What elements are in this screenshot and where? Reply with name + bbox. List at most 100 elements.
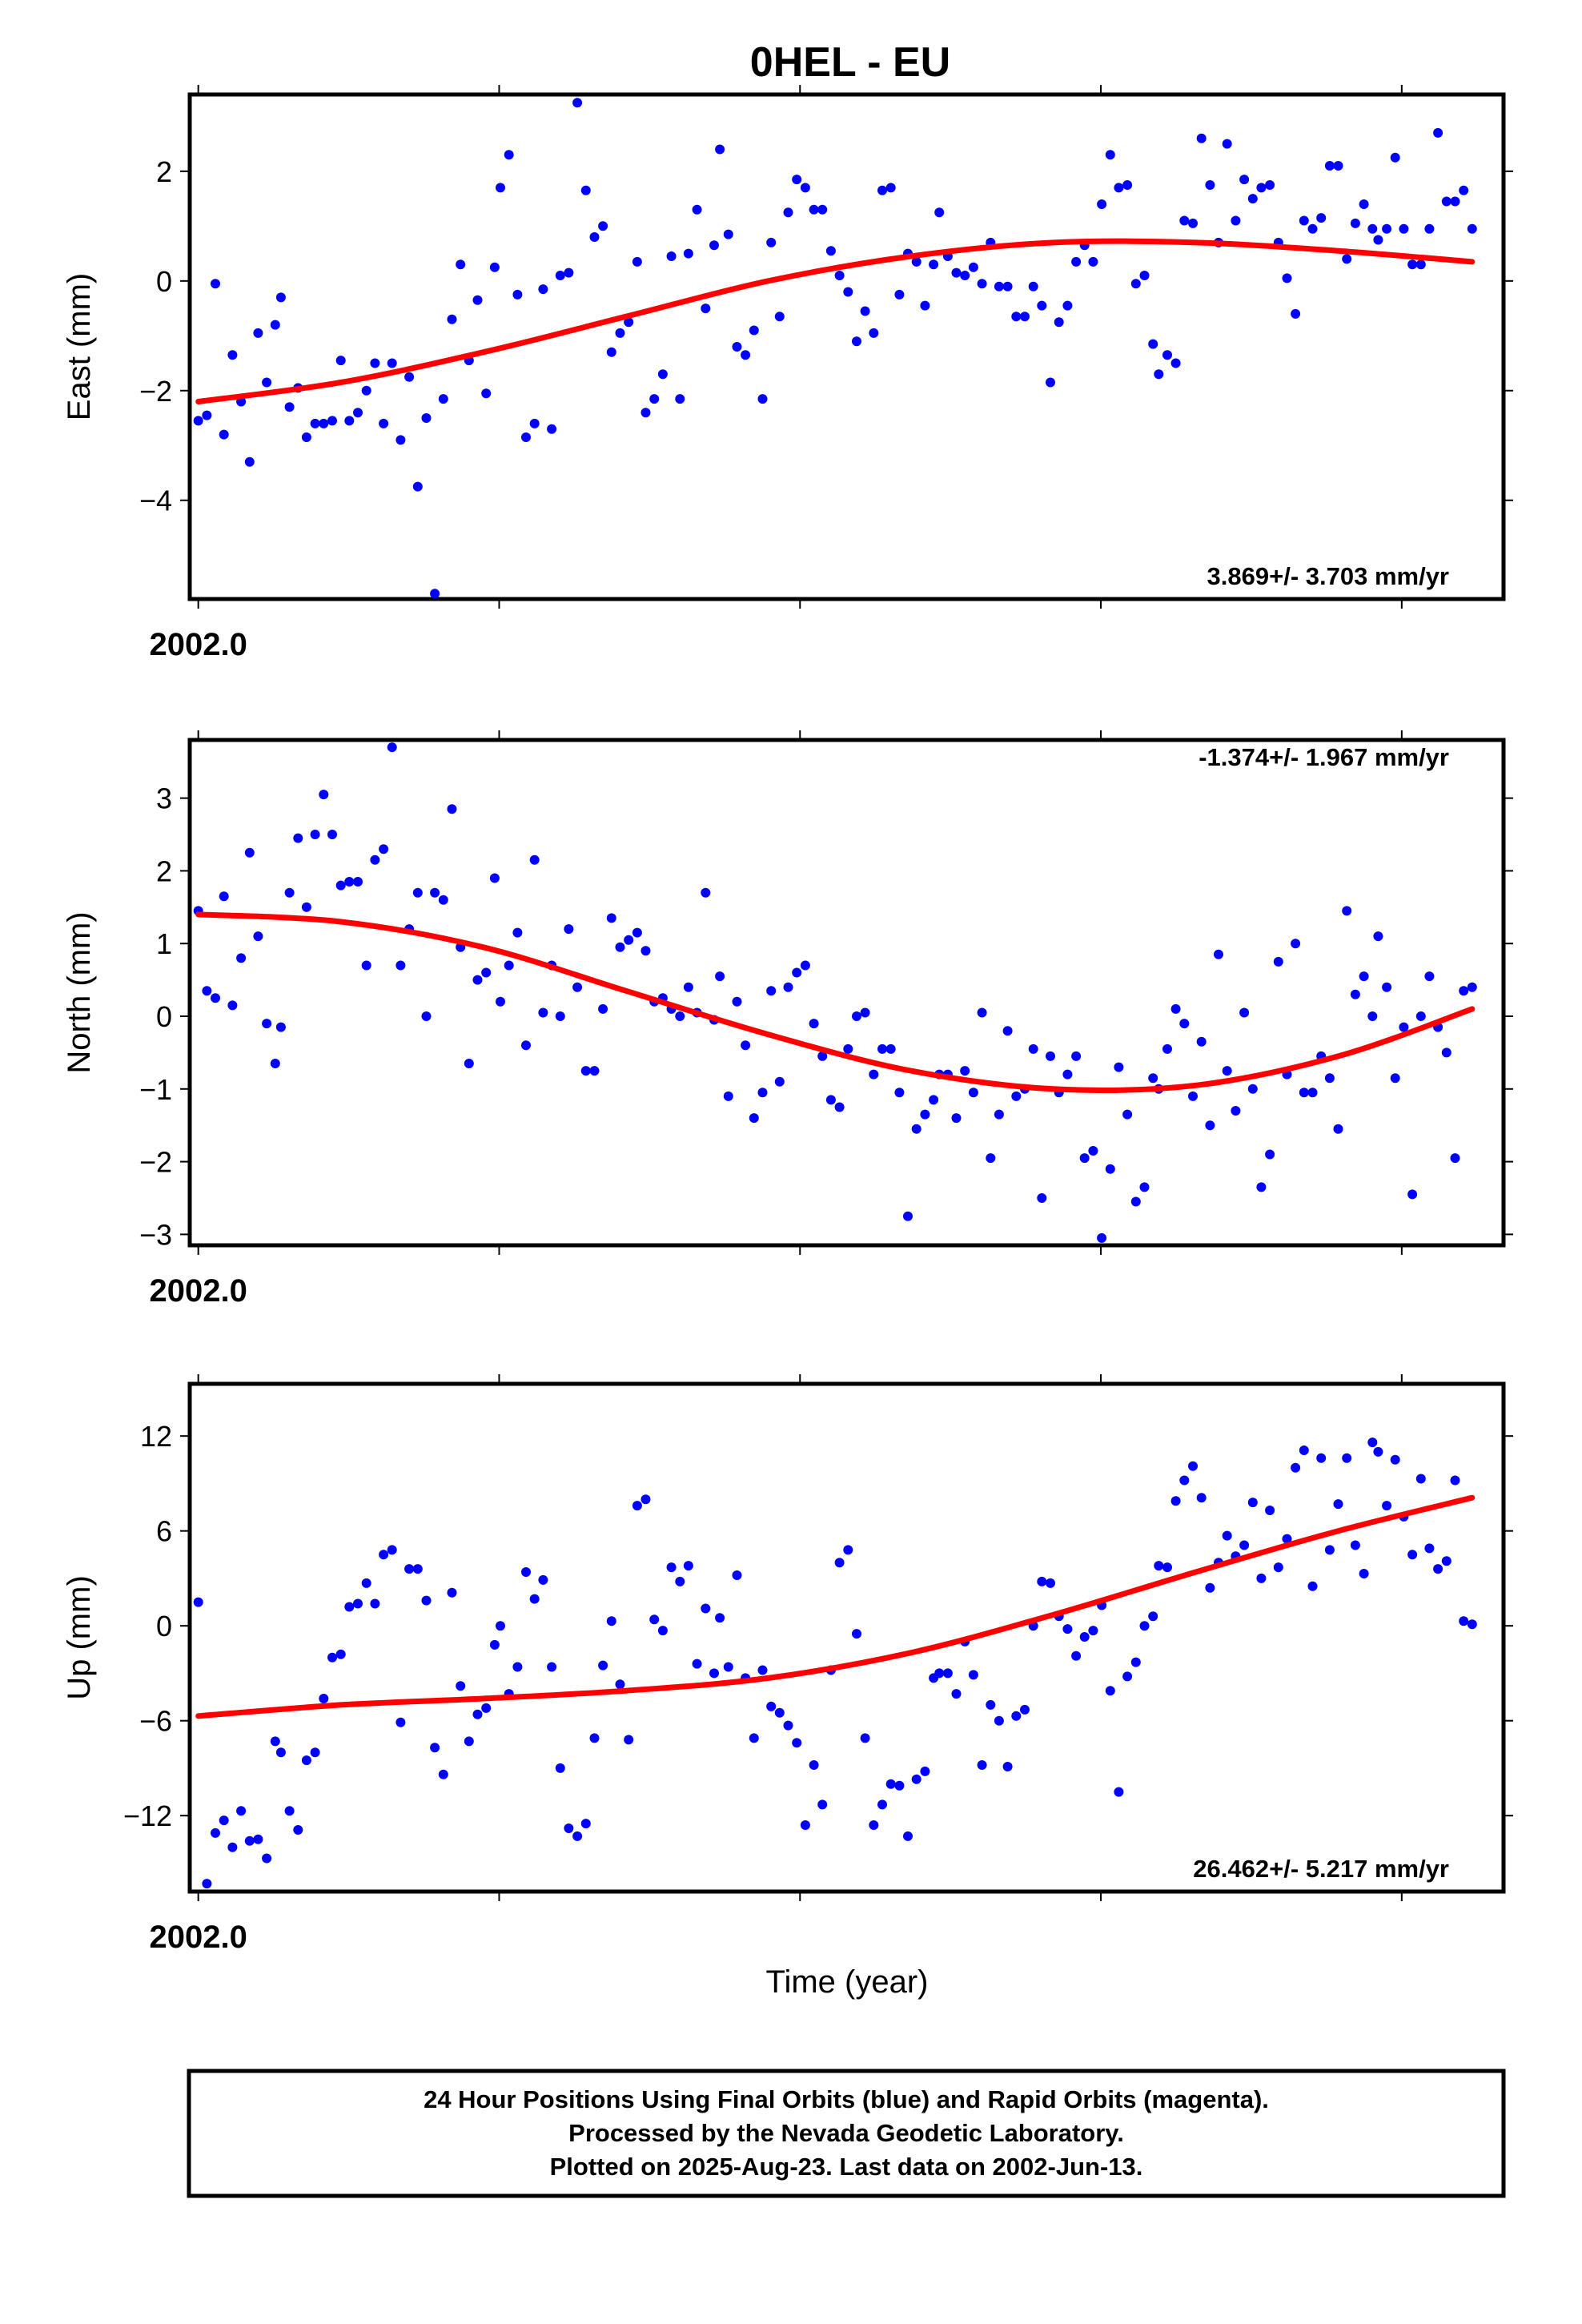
east-data-point	[1088, 256, 1098, 267]
up-data-point	[649, 1614, 660, 1625]
up-data-point	[640, 1494, 651, 1505]
north-data-point	[598, 1003, 608, 1014]
up-data-point	[361, 1578, 371, 1588]
up-x-tick-label: 2002.0	[150, 1920, 247, 1955]
north-data-point	[757, 1088, 768, 1098]
north-data-point	[1205, 1120, 1215, 1131]
east-y-axis-label: East (mm)	[62, 273, 97, 420]
up-data-point	[809, 1760, 819, 1770]
north-y-tick-label: −1	[139, 1073, 172, 1106]
east-data-point	[1062, 300, 1073, 311]
north-data-point	[512, 927, 523, 938]
up-data-point	[572, 1831, 583, 1841]
east-data-point	[1367, 223, 1378, 234]
north-data-point	[1424, 971, 1435, 982]
north-data-point	[1231, 1106, 1241, 1116]
east-data-point	[481, 388, 492, 399]
up-data-point	[860, 1733, 870, 1743]
east-data-point	[244, 456, 255, 467]
north-data-point	[1062, 1069, 1073, 1080]
north-data-point	[640, 946, 651, 956]
east-data-point	[749, 325, 759, 336]
north-data-point	[1114, 1062, 1124, 1072]
east-data-point	[1231, 215, 1241, 226]
east-data-point	[1011, 312, 1022, 322]
up-data-point	[327, 1652, 337, 1663]
north-data-point	[521, 1040, 531, 1051]
north-data-point	[327, 830, 337, 839]
east-data-point	[885, 183, 896, 193]
east-data-point	[456, 259, 466, 270]
north-data-point	[1188, 1091, 1198, 1101]
east-data-point	[193, 416, 203, 426]
east-data-point	[1342, 254, 1352, 264]
footer-line-2: Processed by the Nevada Geodetic Laborat…	[568, 2119, 1124, 2147]
up-data-point	[598, 1660, 608, 1671]
north-data-point	[1011, 1091, 1022, 1101]
north-data-point	[387, 742, 397, 753]
north-data-point	[253, 931, 263, 942]
east-data-point	[1179, 215, 1190, 226]
up-data-point	[1062, 1624, 1073, 1634]
up-data-point	[1148, 1611, 1158, 1622]
east-data-point	[1162, 350, 1172, 360]
east-data-point	[675, 394, 685, 404]
up-data-point	[1239, 1540, 1250, 1550]
up-data-point	[774, 1707, 785, 1718]
east-data-point	[370, 358, 380, 368]
north-data-point	[361, 960, 371, 971]
north-data-point	[1097, 1232, 1107, 1243]
up-data-point	[1359, 1569, 1369, 1578]
north-data-point	[885, 1043, 896, 1054]
east-data-point	[580, 185, 591, 195]
north-data-point	[968, 1088, 978, 1098]
north-data-point	[1390, 1073, 1400, 1084]
east-data-point	[929, 259, 939, 270]
up-data-point	[1139, 1621, 1150, 1631]
up-data-point	[800, 1820, 810, 1830]
north-data-point	[1046, 1051, 1055, 1061]
up-data-point	[481, 1703, 492, 1713]
up-data-point	[709, 1668, 719, 1679]
north-data-point	[275, 1022, 286, 1032]
east-data-point	[894, 289, 905, 300]
east-data-point	[1130, 279, 1141, 289]
east-data-point	[496, 183, 505, 193]
up-data-point	[1154, 1561, 1164, 1571]
up-data-point	[1333, 1499, 1343, 1510]
up-data-point	[632, 1501, 642, 1511]
north-data-point	[293, 833, 303, 843]
east-data-point	[219, 429, 229, 440]
north-data-point	[1450, 1153, 1460, 1164]
up-data-point	[692, 1659, 702, 1669]
up-data-point	[387, 1545, 397, 1555]
north-data-point	[869, 1069, 879, 1080]
north-data-point	[1291, 939, 1301, 949]
north-data-point	[310, 830, 320, 839]
east-data-point	[353, 408, 363, 418]
up-data-point	[521, 1567, 531, 1577]
east-x-tick-label: 2002.0	[150, 627, 247, 662]
east-data-point	[438, 394, 448, 404]
up-data-point	[1316, 1453, 1327, 1463]
east-data-point	[606, 347, 616, 357]
north-data-point	[1459, 986, 1469, 996]
up-data-point	[1291, 1462, 1301, 1473]
north-data-point	[1139, 1182, 1150, 1192]
north-data-point	[464, 1059, 474, 1068]
east-data-point	[564, 267, 574, 278]
north-data-point	[1247, 1084, 1258, 1094]
east-data-point	[1415, 259, 1426, 270]
up-data-point	[438, 1769, 448, 1779]
north-data-point	[920, 1109, 930, 1120]
east-data-point	[1154, 369, 1164, 380]
up-data-point	[1307, 1581, 1318, 1591]
up-data-point	[1467, 1619, 1477, 1630]
north-data-point	[749, 1113, 759, 1124]
up-data-point	[657, 1626, 668, 1636]
east-data-point	[977, 279, 987, 289]
east-data-point	[1105, 150, 1115, 160]
north-data-point	[301, 902, 311, 912]
up-data-point	[344, 1602, 355, 1612]
